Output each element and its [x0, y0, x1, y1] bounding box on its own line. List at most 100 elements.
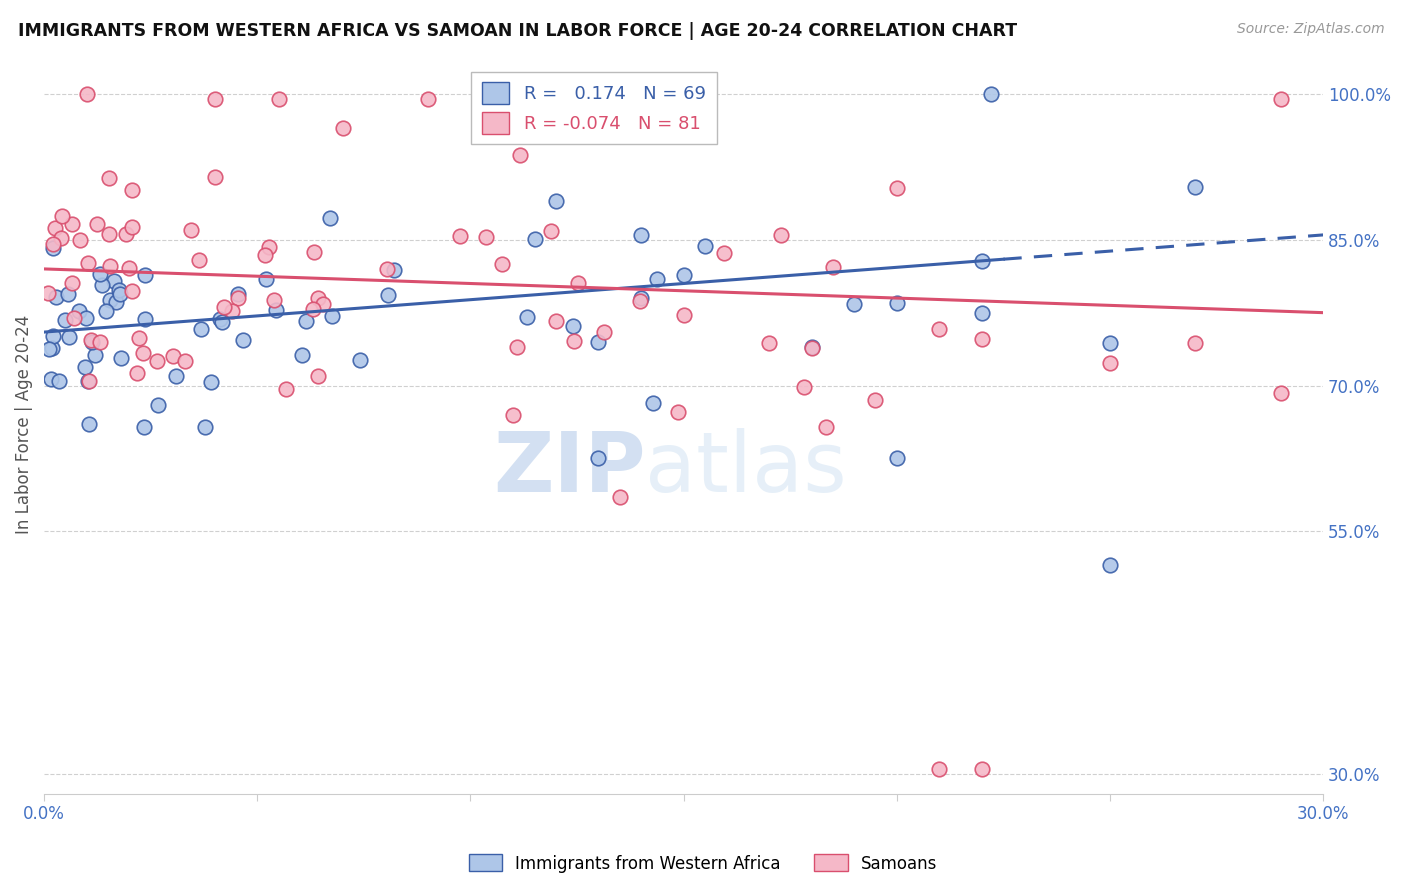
Point — [105, 294, 128, 309]
Point — [132, 346, 155, 360]
Point — [770, 228, 793, 243]
Point — [63, 311, 86, 326]
Point — [231, 333, 253, 347]
Point — [51, 209, 73, 223]
Point — [384, 263, 406, 277]
Point — [588, 335, 610, 350]
Point — [42, 237, 65, 252]
Legend: Immigrants from Western Africa, Samoans: Immigrants from Western Africa, Samoans — [463, 847, 943, 880]
Point — [319, 211, 342, 226]
Point — [45, 290, 67, 304]
Point — [886, 451, 908, 466]
Point — [450, 229, 472, 244]
Point — [416, 92, 439, 106]
Point — [254, 272, 277, 286]
Point — [588, 451, 610, 466]
Point — [1098, 336, 1121, 351]
Point — [267, 92, 290, 106]
Point — [162, 349, 184, 363]
Point — [180, 222, 202, 236]
Point — [108, 287, 131, 301]
Point — [39, 372, 62, 386]
Point — [56, 287, 79, 301]
Point — [118, 260, 141, 275]
Point — [672, 268, 695, 282]
Point — [96, 304, 118, 318]
Point — [264, 303, 287, 318]
Point — [211, 315, 233, 329]
Point — [77, 374, 100, 388]
Point — [814, 420, 837, 434]
Point — [115, 227, 138, 241]
Point — [970, 306, 993, 320]
Point — [349, 352, 371, 367]
Point — [97, 227, 120, 241]
Point — [506, 340, 529, 354]
Point — [103, 274, 125, 288]
Point — [375, 262, 398, 277]
Point — [562, 334, 585, 348]
Point — [516, 310, 538, 324]
Point — [844, 297, 866, 311]
Point — [800, 341, 823, 355]
Point — [200, 376, 222, 390]
Point — [125, 367, 148, 381]
Point — [44, 220, 66, 235]
Point — [226, 286, 249, 301]
Point — [823, 260, 845, 274]
Point — [128, 331, 150, 345]
Point — [377, 288, 399, 302]
Point — [173, 354, 195, 368]
Point — [37, 286, 59, 301]
Point — [758, 336, 780, 351]
Point — [672, 308, 695, 322]
Point — [928, 763, 950, 777]
Point — [221, 304, 243, 318]
Point — [561, 319, 583, 334]
Point — [98, 259, 121, 273]
Point — [73, 359, 96, 374]
Text: IMMIGRANTS FROM WESTERN AFRICA VS SAMOAN IN LABOR FORCE | AGE 20-24 CORRELATION : IMMIGRANTS FROM WESTERN AFRICA VS SAMOAN… — [18, 22, 1018, 40]
Point — [60, 276, 83, 290]
Point — [121, 182, 143, 196]
Y-axis label: In Labor Force | Age 20-24: In Labor Force | Age 20-24 — [15, 315, 32, 534]
Point — [509, 148, 531, 162]
Point — [204, 169, 226, 184]
Point — [53, 313, 76, 327]
Point — [567, 276, 589, 290]
Point — [208, 312, 231, 326]
Point — [41, 241, 63, 255]
Point — [886, 181, 908, 195]
Point — [263, 293, 285, 308]
Point — [190, 322, 212, 336]
Point — [41, 341, 63, 355]
Point — [641, 396, 664, 410]
Point — [302, 302, 325, 317]
Point — [75, 310, 97, 325]
Point — [49, 230, 72, 244]
Point — [80, 335, 103, 350]
Point — [793, 380, 815, 394]
Point — [42, 329, 65, 343]
Point — [259, 240, 281, 254]
Point — [307, 369, 329, 384]
Point — [253, 248, 276, 262]
Point — [502, 408, 524, 422]
Point — [291, 348, 314, 362]
Text: atlas: atlas — [645, 428, 846, 509]
Point — [165, 369, 187, 384]
Point — [146, 354, 169, 368]
Point — [865, 393, 887, 408]
Point — [1184, 336, 1206, 351]
Point — [544, 313, 567, 327]
Point — [970, 254, 993, 268]
Point — [204, 92, 226, 106]
Point — [48, 375, 70, 389]
Point — [67, 304, 90, 318]
Point — [630, 294, 652, 309]
Point — [693, 239, 716, 253]
Point — [491, 257, 513, 271]
Point — [1098, 356, 1121, 370]
Point — [77, 256, 100, 270]
Legend: R =   0.174   N = 69, R = -0.074   N = 81: R = 0.174 N = 69, R = -0.074 N = 81 — [471, 71, 717, 145]
